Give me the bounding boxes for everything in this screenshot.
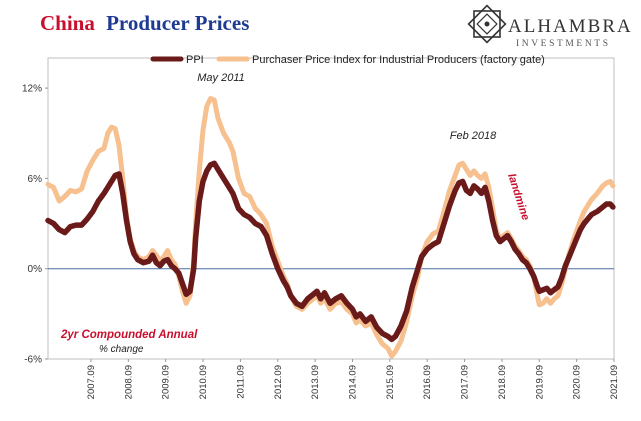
- annotation-landmine: landmine: [505, 172, 531, 222]
- title-part-china: China: [40, 11, 95, 35]
- annotation-may-2011: May 2011: [197, 72, 245, 84]
- x-tick-label: 2008.09: [123, 365, 134, 399]
- x-tick-label: 2009.09: [161, 365, 172, 399]
- note-subtitle: % change: [99, 344, 144, 355]
- y-tick-label: 0%: [28, 264, 43, 275]
- y-tick-label: 12%: [22, 84, 42, 95]
- title-part-producer-prices: Producer Prices: [106, 11, 249, 35]
- x-tick-label: 2012.09: [273, 365, 284, 399]
- x-tick-label: 2007.09: [86, 365, 97, 399]
- legend-label-ppi: PPI: [186, 54, 204, 66]
- x-tick-label: 2020.09: [572, 365, 583, 399]
- x-tick-label: 2014.09: [347, 365, 358, 399]
- alhambra-logo: ALHAMBRA INVESTMENTS: [467, 4, 633, 49]
- logo-sub: INVESTMENTS: [516, 39, 611, 49]
- x-tick-label: 2010.09: [198, 365, 209, 399]
- logo-name: ALHAMBRA: [508, 16, 633, 37]
- x-tick-label: 2019.09: [534, 365, 545, 399]
- x-tick-label: 2015.09: [385, 365, 396, 399]
- series-line-purchaser-price-index: [45, 96, 616, 359]
- chart-title: China Producer Prices: [40, 11, 249, 35]
- alhambra-star-icon: [467, 4, 507, 44]
- x-tick-label: 2018.09: [497, 365, 508, 399]
- x-tick-label: 2021.09: [609, 365, 620, 399]
- legend-label-purchaser: Purchaser Price Index for Industrial Pro…: [252, 54, 545, 66]
- y-tick-label: 6%: [28, 174, 43, 185]
- x-axis: 2007.09 2008.09 2009.09 2010.09 2011.09 2012.…: [86, 359, 620, 399]
- annotation-feb-2018: Feb 2018: [450, 130, 497, 142]
- y-axis: 12% 6% 0% -6%: [22, 84, 614, 366]
- x-tick-label: 2017.09: [460, 365, 471, 399]
- y-tick-label: -6%: [24, 355, 42, 366]
- series-group: [45, 96, 616, 359]
- legend: PPI Purchaser Price Index for Industrial…: [150, 54, 545, 66]
- x-tick-label: 2016.09: [422, 365, 433, 399]
- x-tick-label: 2011.09: [235, 365, 246, 399]
- note-title: 2yr Compounded Annual: [60, 329, 198, 341]
- x-tick-label: 2013.09: [310, 365, 321, 399]
- series-line-ppi: [45, 160, 616, 343]
